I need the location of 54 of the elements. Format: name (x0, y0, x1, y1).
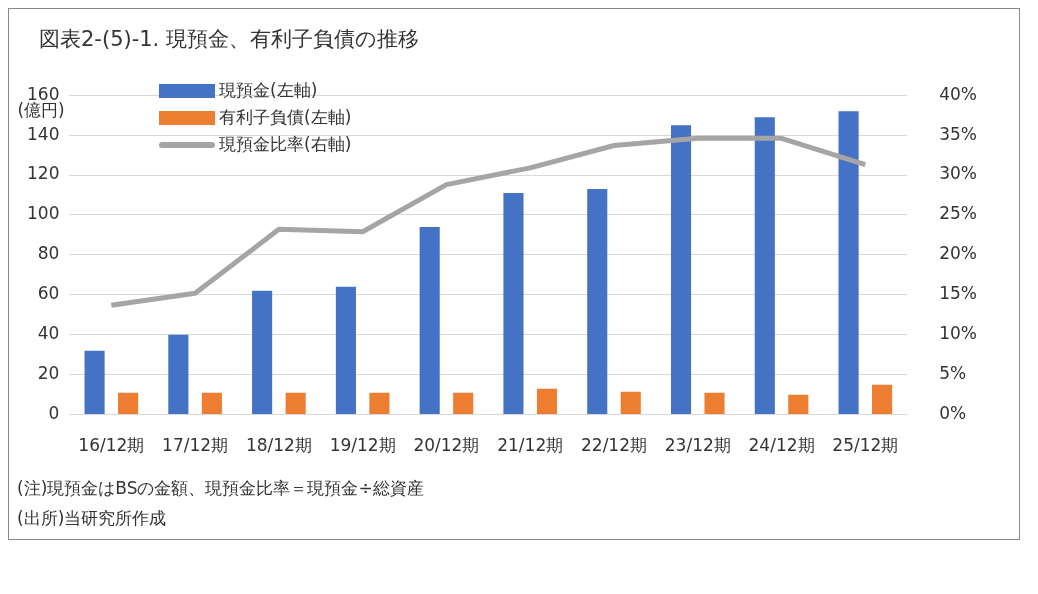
y2-tick-label: 15% (939, 283, 978, 304)
x-tick-label: 16/12期 (78, 435, 145, 456)
bar (335, 286, 356, 415)
y-tick-label: 40 (37, 323, 60, 344)
y2-tick-label: 20% (939, 243, 978, 264)
y-tick-label: 140 (26, 123, 60, 144)
x-tick-label: 20/12期 (413, 435, 480, 456)
x-tick-label: 22/12期 (581, 435, 647, 456)
y2-tick-label: 5% (939, 363, 967, 384)
y2-tick-label: 10% (939, 323, 978, 344)
y-tick-label: 100 (26, 203, 60, 224)
bar (587, 189, 608, 415)
y-tick-label: 60 (37, 283, 60, 304)
bar (168, 334, 189, 415)
bar (788, 394, 809, 415)
y-tick-label: 120 (26, 163, 60, 184)
bar (252, 290, 273, 415)
legend-label: 現預金比率(右軸) (219, 133, 352, 156)
y-tick-label: 0 (48, 403, 60, 424)
bar (872, 384, 893, 415)
x-tick-label: 19/12期 (329, 435, 396, 456)
bar (419, 226, 440, 415)
y2-tick-label: 30% (939, 163, 978, 184)
y2-tick-label: 0% (939, 403, 967, 424)
x-tick-label: 21/12期 (497, 435, 564, 456)
bar (670, 125, 692, 415)
chart-title: 図表2-(5)-1. 現預金、有利子負債の推移 (38, 26, 420, 53)
legend-label: 現預金(左軸) (219, 79, 318, 102)
bar (285, 392, 306, 415)
bar (536, 388, 558, 415)
y-tick-label: 20 (37, 363, 60, 384)
y2-tick-label: 35% (939, 123, 978, 144)
x-tick-label: 17/12期 (162, 435, 229, 456)
text: (出所)当研究所作成 (17, 507, 168, 530)
bar (503, 193, 524, 415)
text: (注)現預金はBSの金額、現預金比率＝現預金÷総資産 (17, 477, 425, 500)
y2-tick-label: 25% (939, 203, 978, 224)
y-axis-title: (億円) (17, 100, 65, 121)
bar (84, 350, 105, 415)
x-tick-label: 24/12期 (748, 435, 815, 456)
bar (201, 392, 222, 415)
x-tick-label: 25/12期 (832, 435, 899, 456)
bar (620, 391, 641, 415)
bar (118, 392, 139, 415)
bar (838, 111, 859, 415)
bar (453, 392, 474, 415)
y-tick-label: 80 (37, 243, 60, 264)
legend-label: 有利子負債(左軸) (219, 106, 352, 129)
bar (369, 392, 390, 415)
x-tick-label: 18/12期 (245, 435, 312, 456)
bar (704, 392, 725, 415)
x-tick-label: 23/12期 (664, 435, 731, 456)
y2-tick-label: 40% (939, 83, 978, 104)
bar (754, 117, 775, 415)
